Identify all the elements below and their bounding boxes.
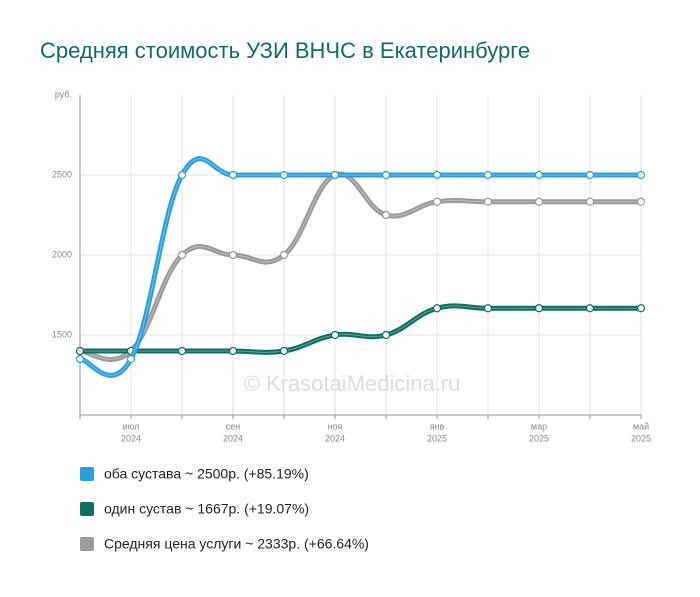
y-tick-label: 1500 — [52, 329, 72, 339]
data-point — [585, 197, 595, 206]
data-point — [483, 197, 493, 206]
data-point — [279, 346, 289, 356]
series-line-highlight — [79, 173, 641, 361]
legend-swatch — [80, 502, 94, 516]
data-point — [483, 304, 493, 313]
data-point — [381, 330, 391, 340]
data-point — [279, 250, 289, 260]
y-tick-label: 2500 — [52, 169, 72, 179]
data-point — [534, 304, 544, 313]
watermark: © KrasotaiMedicina.ru — [244, 371, 461, 396]
data-point — [177, 250, 187, 260]
data-point — [177, 170, 187, 180]
legend-swatch — [80, 537, 94, 551]
data-point — [75, 346, 85, 356]
x-tick-label: мар — [531, 421, 547, 431]
series-line-highlight — [79, 305, 642, 353]
data-point — [228, 170, 238, 180]
data-point — [381, 170, 391, 180]
data-point — [279, 170, 289, 180]
x-tick-label: 2025 — [529, 433, 549, 443]
x-tick-label: 2024 — [325, 433, 345, 443]
data-point — [585, 304, 595, 313]
data-point — [483, 170, 493, 180]
data-point — [534, 170, 544, 180]
data-point — [75, 354, 85, 364]
x-tick-label: 2025 — [427, 433, 447, 443]
x-tick-label: 2024 — [121, 433, 141, 443]
data-point — [126, 354, 136, 364]
data-point — [381, 210, 391, 220]
y-tick-label: 2000 — [52, 249, 72, 259]
data-point — [636, 197, 646, 206]
data-point — [228, 346, 238, 356]
x-tick-label: сен — [226, 421, 241, 431]
legend-swatch — [80, 467, 94, 481]
x-tick-label: ноя — [328, 421, 343, 431]
x-tick-label: 2024 — [223, 433, 243, 443]
data-point — [636, 304, 646, 313]
x-tick-label: янв — [430, 421, 445, 431]
chart-title: Средняя стоимость УЗИ ВНЧС в Екатеринбур… — [40, 38, 530, 63]
legend-label: оба сустава ~ 2500р. (+85.19%) — [104, 466, 309, 482]
x-tick-label: 2025 — [631, 433, 651, 443]
y-unit: руб. — [55, 89, 72, 99]
data-point — [585, 170, 595, 180]
legend-label: один сустав ~ 1667р. (+19.07%) — [104, 501, 309, 517]
x-tick-label: июл — [123, 421, 140, 431]
data-point — [330, 330, 340, 340]
data-point — [330, 170, 340, 180]
legend-label: Средняя цена услуги ~ 2333р. (+66.64%) — [104, 536, 369, 552]
data-point — [177, 346, 187, 356]
data-point — [432, 304, 442, 313]
x-tick-label: май — [633, 421, 649, 431]
data-point — [534, 197, 544, 206]
data-point — [432, 197, 442, 206]
data-point — [228, 250, 238, 260]
data-point — [636, 170, 646, 180]
series-line — [79, 303, 642, 355]
data-point — [432, 170, 442, 180]
